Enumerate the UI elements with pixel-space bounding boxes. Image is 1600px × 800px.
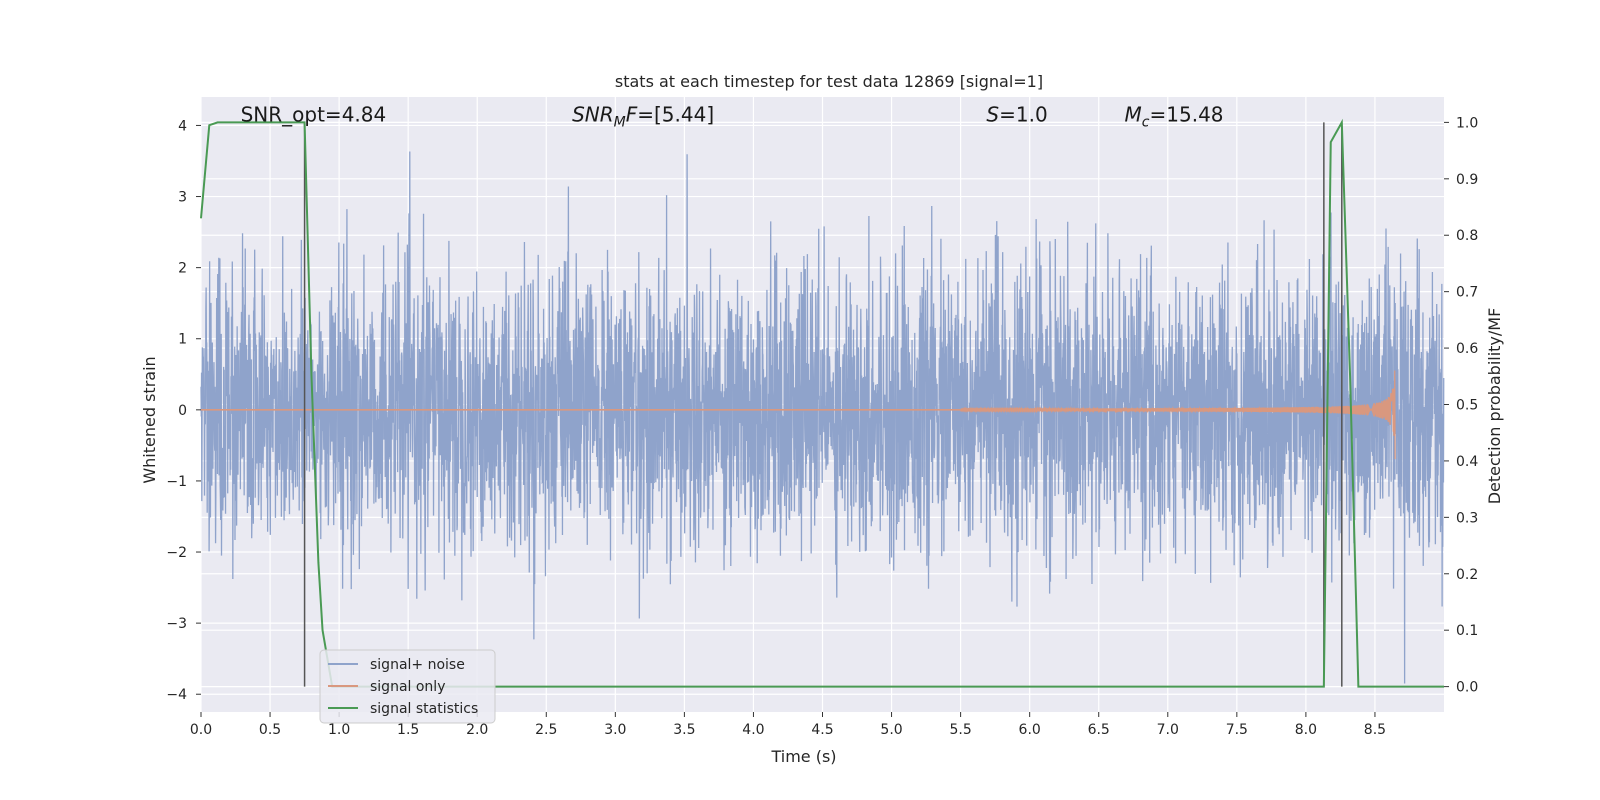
x-tick-label-0: 0.0 [190, 722, 212, 738]
y-left-tick-label-7: 3 [178, 190, 187, 206]
x-tick-label-17: 8.5 [1364, 722, 1386, 738]
y-right-tick-label-0: 0.0 [1456, 680, 1478, 696]
y-left-tick-label-5: 1 [178, 332, 187, 348]
y-right-tick-label-5: 0.5 [1456, 398, 1478, 414]
x-tick-label-10: 5.0 [880, 722, 902, 738]
x-tick-label-4: 2.0 [466, 722, 488, 738]
x-tick-label-3: 1.5 [397, 722, 419, 738]
y-right-tick-label-3: 0.3 [1456, 510, 1478, 526]
y-right-tick-label-8: 0.8 [1456, 228, 1478, 244]
y-right-tick-label-9: 0.9 [1456, 172, 1478, 188]
y-left-tick-label-0: −4 [166, 687, 187, 703]
y-left-tick-label-3: −1 [166, 474, 187, 490]
y-right-tick-label-4: 0.4 [1456, 454, 1478, 470]
legend-label-1: signal only [370, 679, 445, 695]
legend-label-2: signal statistics [370, 701, 478, 717]
series-signal-noise [200, 151, 1445, 684]
y-right-tick-label-6: 0.6 [1456, 341, 1478, 357]
y-right-tick-label-7: 0.7 [1456, 285, 1478, 301]
annotation-2: S=1.0 [986, 102, 1047, 126]
y-right-tick-label-1: 0.1 [1456, 623, 1478, 639]
legend-box [319, 649, 496, 724]
annotations: SNR_opt=4.84 SNRMF=[5.44] S=1.0 Mc=15.48 [241, 102, 1224, 130]
detection-markers [303, 122, 1343, 687]
y-axis-label-left: Whitened strain [140, 356, 159, 483]
annotation-1: SNRMF=[5.44] [572, 102, 714, 130]
x-tick-label-9: 4.5 [811, 722, 833, 738]
y-left-tick-label-2: −2 [166, 545, 187, 561]
x-tick-label-16: 8.0 [1295, 722, 1317, 738]
x-tick-label-1: 0.5 [259, 722, 281, 738]
annotation-0: SNR_opt=4.84 [241, 102, 387, 126]
y-right-tick-label-10: 1.0 [1456, 115, 1478, 131]
y-left-tick-label-4: 0 [178, 403, 187, 419]
legend-label-0: signal+ noise [370, 657, 465, 673]
x-tick-label-14: 7.0 [1157, 722, 1179, 738]
annotation-3: Mc=15.48 [1125, 102, 1224, 130]
x-tick-label-8: 4.0 [742, 722, 764, 738]
y-left-tick-label-1: −3 [166, 616, 187, 632]
x-tick-label-13: 6.5 [1088, 722, 1110, 738]
x-axis-label: Time (s) [770, 747, 836, 766]
chart-title: stats at each timestep for test data 128… [615, 72, 1043, 91]
y-right-tick-label-2: 0.2 [1456, 567, 1478, 583]
x-tick-label-15: 7.5 [1226, 722, 1248, 738]
x-tick-label-6: 3.0 [604, 722, 626, 738]
signal-noise-line [200, 151, 1445, 684]
x-tick-label-12: 6.0 [1019, 722, 1041, 738]
x-tick-label-5: 2.5 [535, 722, 557, 738]
y-axis-label-right: Detection probability/MF [1485, 308, 1504, 505]
y-left-tick-label-8: 4 [178, 118, 187, 134]
ticks: 0.0 0.5 1.0 1.5 2.0 2.5 3.0 3.5 4.0 4.5 5.0 5.5 6.0 6… [166, 115, 1478, 738]
x-tick-label-7: 3.5 [673, 722, 695, 738]
y-left-tick-label-6: 2 [178, 261, 187, 277]
x-tick-label-2: 1.0 [328, 722, 350, 738]
x-tick-label-11: 5.5 [949, 722, 971, 738]
legend: signal+ noise signal only signal statistic… [319, 649, 496, 724]
